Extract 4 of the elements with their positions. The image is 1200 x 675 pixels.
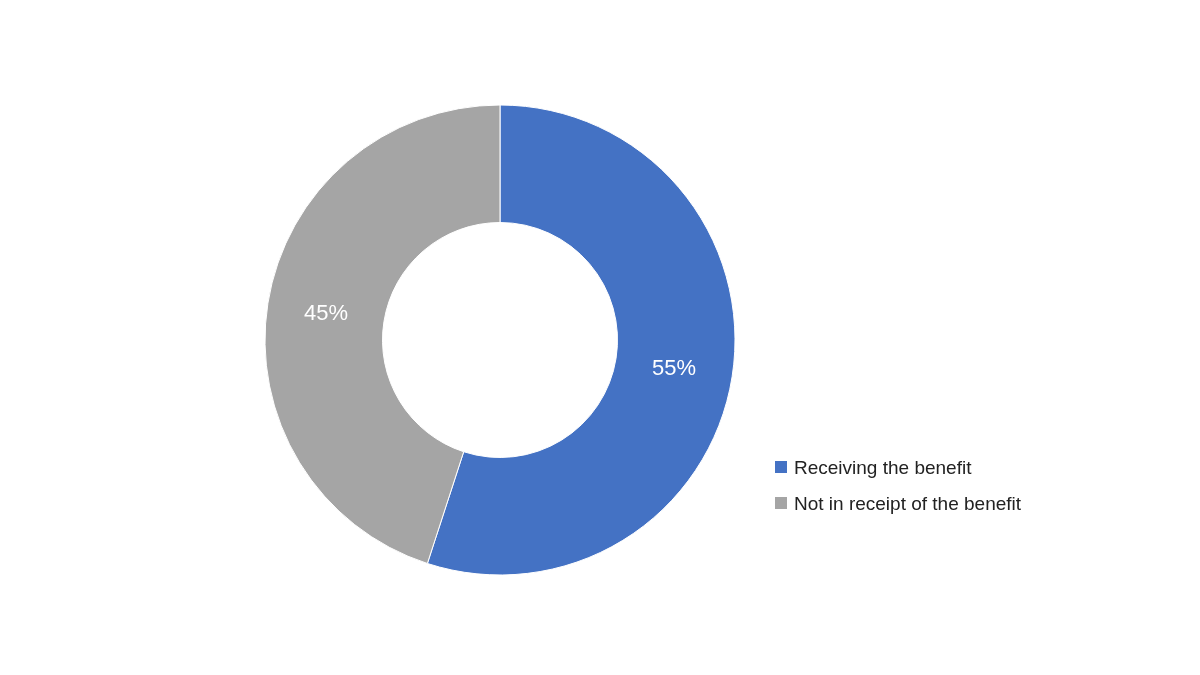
data-label: 45% — [303, 299, 348, 325]
legend-label: Receiving the benefit — [794, 456, 973, 478]
legend-label: Not in receipt of the benefit — [794, 492, 1022, 514]
data-label: 55% — [652, 355, 697, 381]
